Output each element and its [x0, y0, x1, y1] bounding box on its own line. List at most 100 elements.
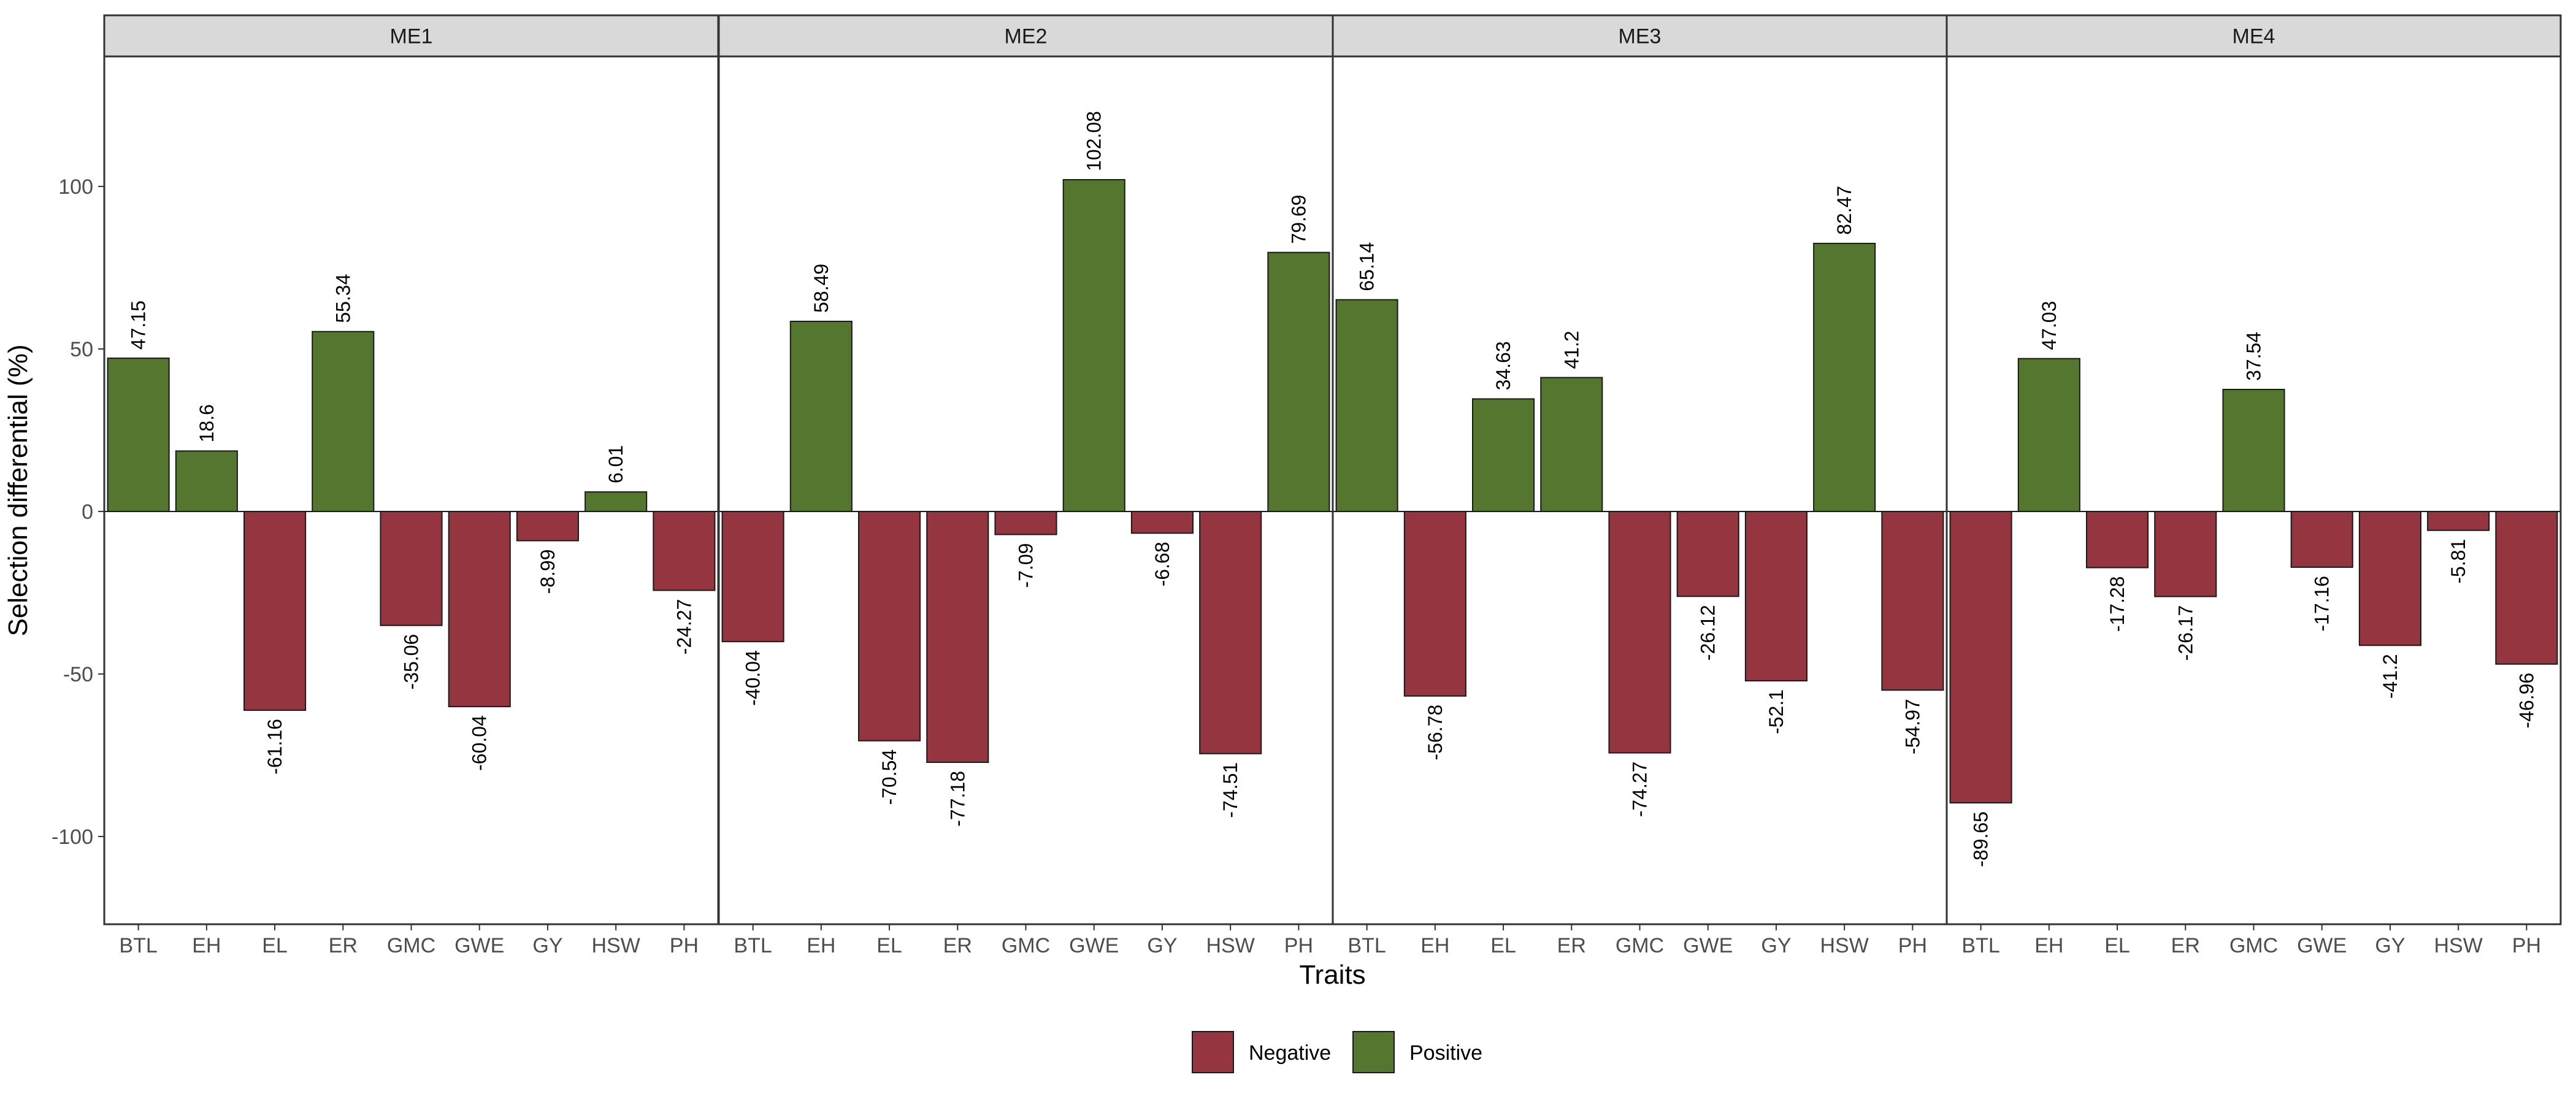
data-label: -52.1	[1765, 689, 1787, 734]
data-label: 41.2	[1560, 331, 1582, 369]
facet-strip	[103, 14, 719, 58]
bar-me1-gwe	[448, 510, 511, 708]
data-label: -61.16	[264, 719, 286, 775]
bar-me3-er	[1540, 377, 1603, 512]
bar-me3-btl	[1335, 299, 1398, 512]
x-tick-label: BTL	[119, 934, 157, 957]
x-tick-label: EH	[2034, 934, 2063, 957]
bar-me2-gmc	[994, 510, 1057, 535]
bar-me1-el	[243, 510, 307, 711]
legend-swatch	[1192, 1031, 1234, 1073]
data-label: -17.16	[2311, 576, 2333, 632]
data-label: 37.54	[2243, 332, 2265, 381]
bar-me1-btl	[107, 358, 170, 512]
y-axis: -100 -50 0 50 100	[52, 175, 104, 849]
data-label: 6.01	[605, 445, 627, 483]
data-label: 34.63	[1492, 341, 1514, 390]
bar-me1-gy	[516, 510, 579, 542]
bar-me1-ph	[653, 510, 716, 591]
x-tick-label: GY	[1761, 934, 1791, 957]
data-label: 47.03	[2038, 301, 2060, 350]
bar-me4-el	[2086, 510, 2149, 569]
x-tick-label: ER	[1557, 934, 1586, 957]
bar-me2-btl	[721, 510, 784, 643]
x-tick-label: GY	[1147, 934, 1177, 957]
bar-me1-eh	[175, 450, 238, 512]
data-label: 102.08	[1083, 111, 1105, 171]
data-label: -89.65	[1970, 811, 1992, 867]
data-label: -6.68	[1151, 542, 1173, 586]
x-tick-label: EH	[1420, 934, 1449, 957]
data-label: 47.15	[128, 301, 150, 350]
x-axis-title: Traits	[1299, 960, 1365, 990]
x-tick-label: GWE	[1683, 934, 1733, 957]
facet-panel-me1: ME1 47.15 BTL 18.6 EH -61.16 EL 55.34 ER -35.06 GM…	[103, 14, 719, 957]
y-tick-label: 100	[58, 175, 93, 199]
bar-me4-btl	[1949, 510, 2012, 804]
facet-strip-label: ME2	[1005, 25, 1048, 48]
facet-panels: ME1 47.15 BTL 18.6 EH -61.16 EL 55.34 ER -35.06 GM…	[52, 14, 2562, 957]
data-label: -74.51	[1219, 762, 1241, 818]
bar-me4-gmc	[2222, 388, 2285, 512]
x-tick-label: EL	[1490, 934, 1516, 957]
x-tick-label: EH	[807, 934, 835, 957]
x-tick-label: GY	[2375, 934, 2405, 957]
bar-me3-el	[1472, 398, 1535, 512]
data-label: 55.34	[332, 274, 354, 323]
x-tick-label: GMC	[387, 934, 435, 957]
legend-label: Positive	[1409, 1041, 1482, 1065]
bar-me3-eh	[1403, 510, 1466, 697]
data-label: -46.96	[2515, 673, 2537, 729]
panel-border	[1945, 55, 2562, 925]
x-tick-label: PH	[2512, 934, 2541, 957]
x-tick-label: HSW	[2434, 934, 2483, 957]
x-tick-label: ER	[943, 934, 972, 957]
bar-me3-gmc	[1608, 510, 1671, 754]
bar-me2-hsw	[1199, 510, 1262, 754]
legend-item-negative: Negative	[1192, 1031, 1331, 1073]
x-tick-label: HSW	[1820, 934, 1869, 957]
y-tick-label: 50	[70, 338, 93, 361]
x-tick-label: GMC	[1616, 934, 1664, 957]
data-label: -8.99	[537, 550, 559, 594]
x-tick-label: BTL	[1347, 934, 1386, 957]
y-tick-label: -50	[63, 663, 93, 686]
facet-strip-label: ME4	[2233, 25, 2275, 48]
data-label: 65.14	[1356, 242, 1378, 291]
bar-me3-hsw	[1813, 242, 1876, 512]
x-tick-label: BTL	[734, 934, 772, 957]
bar-me4-gwe	[2290, 510, 2353, 568]
data-label: -24.27	[673, 599, 695, 655]
bar-me4-gy	[2358, 510, 2421, 646]
facet-panel-me2: ME2 -40.04 BTL 58.49 EH -70.54 EL -77.18 ER -7.09…	[718, 14, 1334, 957]
data-label: 58.49	[810, 264, 832, 313]
data-label: 82.47	[1833, 186, 1855, 235]
legend: Negative Positive	[1192, 1031, 1482, 1073]
data-label: 79.69	[1287, 195, 1309, 244]
bar-me2-ph	[1267, 251, 1330, 512]
data-label: -74.27	[1629, 762, 1651, 818]
x-tick-label: GMC	[1002, 934, 1050, 957]
legend-item-positive: Positive	[1352, 1031, 1482, 1073]
data-label: -35.06	[401, 634, 423, 690]
x-tick-label: BTL	[1961, 934, 1999, 957]
data-label: -70.54	[878, 749, 900, 805]
data-label: -5.81	[2447, 539, 2469, 584]
x-tick-label: HSW	[1206, 934, 1255, 957]
x-tick-label: GWE	[454, 934, 504, 957]
x-tick-label: GY	[532, 934, 562, 957]
data-label: -56.78	[1424, 705, 1446, 760]
x-tick-label: PH	[1284, 934, 1313, 957]
data-label: -26.17	[2174, 605, 2196, 661]
bar-me1-er	[312, 331, 375, 512]
bar-me4-er	[2154, 510, 2217, 597]
x-tick-label: PH	[1898, 934, 1927, 957]
x-tick-label: EL	[2104, 934, 2130, 957]
bar-me3-ph	[1881, 510, 1944, 691]
bar-me3-gy	[1744, 510, 1807, 682]
bar-me4-hsw	[2427, 510, 2490, 531]
facet-strip-label: ME3	[1619, 25, 1662, 48]
x-tick-label: EL	[876, 934, 902, 957]
